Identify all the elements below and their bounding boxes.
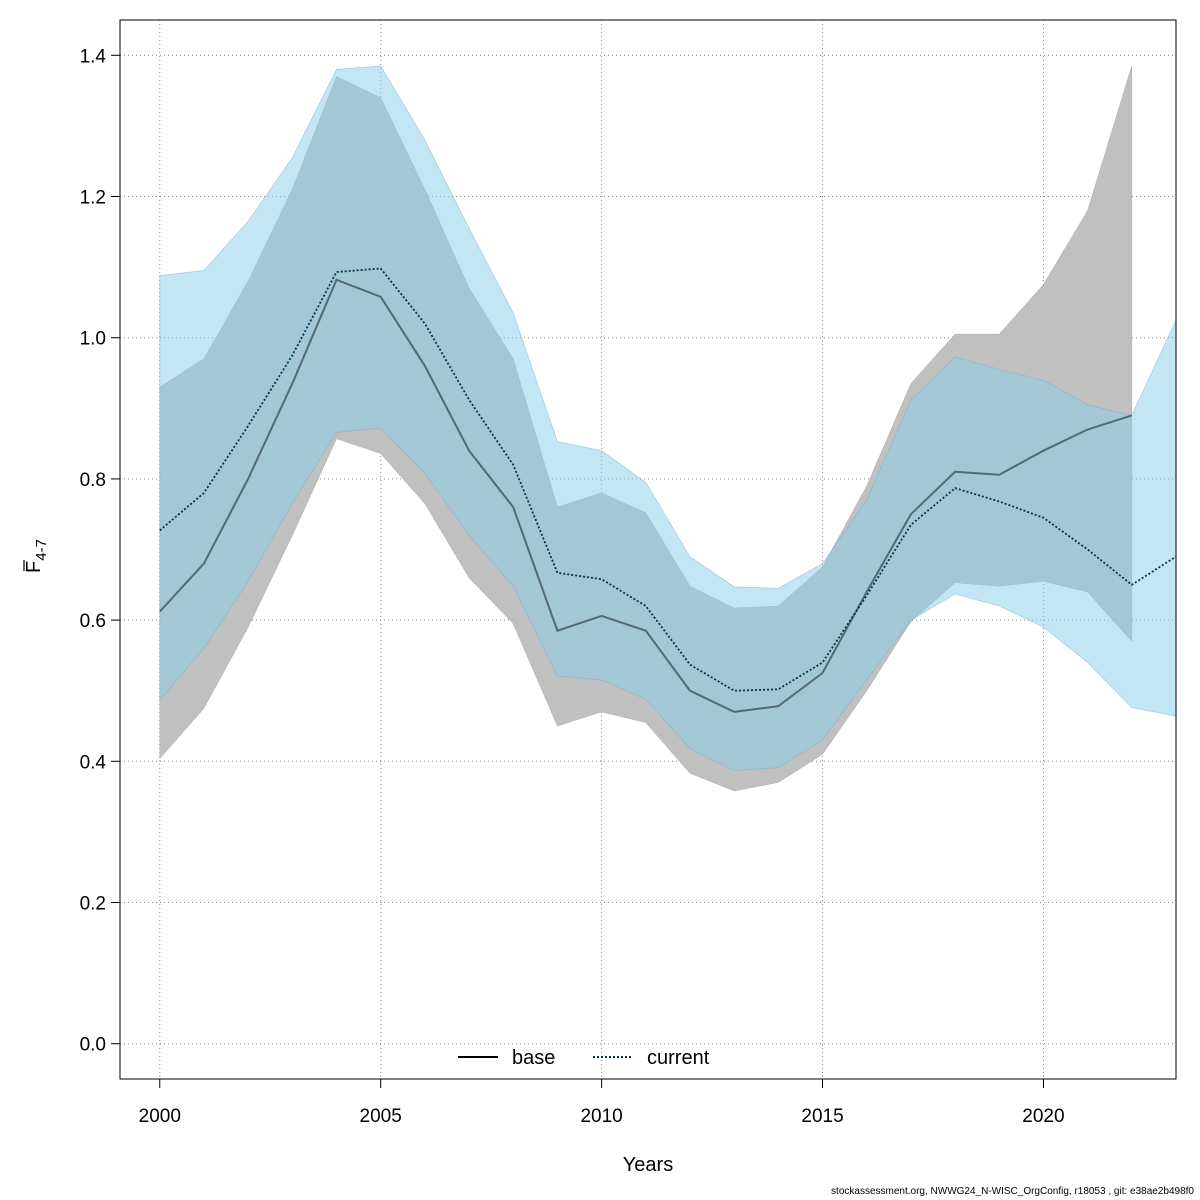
footer-note: stockassessment.org, NWWG24_N-WISC_OrgCo… — [831, 1186, 1194, 1197]
x-tick-label-2015: 2015 — [801, 1106, 843, 1127]
svg-text:F4-7: F4-7 — [23, 539, 50, 573]
x-tick-label-2020: 2020 — [1022, 1106, 1064, 1127]
series-lines — [159, 267, 1177, 713]
line-current — [159, 267, 1177, 692]
y-tick-label-1: 1.0 — [80, 329, 106, 350]
plot-frame — [119, 19, 1177, 1080]
y-tick-label-0.8: 0.8 — [80, 470, 106, 491]
y-tick-label-0.4: 0.4 — [80, 752, 107, 773]
legend: base current — [458, 1047, 710, 1069]
x-axis-title: Years — [623, 1154, 673, 1176]
y-tick-label-1.4: 1.4 — [80, 46, 107, 67]
y-axis-title-subscript: 4-7 — [33, 539, 50, 561]
y-tick-label-0.2: 0.2 — [80, 894, 106, 915]
y-axis-title: F4-7 — [23, 539, 50, 573]
axes: 0.0 0.2 0.4 0.6 0.8 1.0 1.2 1.4 2000 2005 2010 2015… — [80, 46, 1065, 1127]
x-tick-label-2005: 2005 — [360, 1106, 402, 1127]
line-base — [159, 278, 1133, 713]
grid — [120, 20, 1176, 1079]
x-tick-label-2010: 2010 — [580, 1106, 622, 1127]
legend-label-current: current — [647, 1047, 710, 1069]
y-axis-title-main: F — [23, 561, 45, 573]
y-tick-label-0: 0.0 — [80, 1035, 106, 1056]
x-tick-label-2000: 2000 — [139, 1106, 181, 1127]
y-tick-label-0.6: 0.6 — [80, 611, 106, 632]
y-tick-label-1.2: 1.2 — [80, 188, 106, 209]
legend-label-base: base — [512, 1047, 555, 1069]
